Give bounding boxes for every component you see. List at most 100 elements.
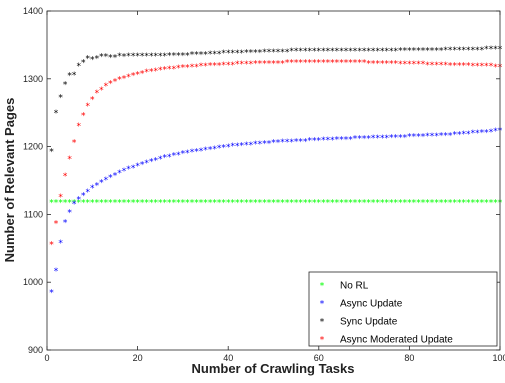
data-point: * [149,52,154,62]
data-point: * [466,61,471,71]
data-point: * [108,198,113,208]
data-point: * [339,59,344,69]
data-point: * [280,138,285,148]
data-point: * [185,149,190,159]
data-point: * [67,155,72,165]
data-point: * [326,198,331,208]
data-point: * [208,50,213,60]
x-tick-label: 20 [133,353,143,363]
data-point: * [167,153,172,163]
data-point: * [253,49,258,59]
data-point: * [49,289,54,299]
data-point: * [163,52,168,62]
data-point: * [181,63,186,73]
data-point: * [208,146,213,156]
data-point: * [240,60,245,70]
data-point: * [443,131,448,141]
legend-label: Async Moderated Update [340,335,453,346]
data-point: * [249,60,254,70]
legend-label: Sync Update [340,317,398,328]
data-point: * [330,47,335,57]
data-point: * [303,198,308,208]
data-point: * [267,59,272,69]
data-point: * [63,198,68,208]
data-point: * [443,46,448,56]
data-point: * [117,52,122,62]
x-axis: 0 20 40 60 80 100 [44,11,505,363]
data-point: * [362,198,367,208]
data-point: * [99,179,104,189]
data-point: * [217,198,222,208]
data-point: * [430,61,435,71]
data-point: * [371,198,376,208]
data-point: * [484,129,489,139]
data-point: * [317,47,322,57]
data-point: * [122,53,127,63]
data-point: * [140,70,145,80]
data-point: * [67,209,72,219]
data-point: * [489,45,494,55]
data-point: * [81,192,86,202]
data-point: * [81,198,86,208]
data-point: * [471,46,476,56]
y-axis-title: Number of Relevant Pages [2,98,17,263]
data-point: * [407,198,412,208]
data-point: * [466,198,471,208]
data-point: * [226,61,231,71]
data-point: * [113,171,118,181]
data-point: * [326,136,331,146]
data-point: * [412,198,417,208]
data-point: * [95,55,100,65]
data-point: * [412,47,417,57]
data-point: * [176,151,181,161]
data-point: * [262,139,267,149]
data-point: * [199,198,204,208]
data-point: * [72,200,77,210]
data-point: * [135,162,140,172]
data-point: * [480,62,485,72]
data-point: * [385,134,390,144]
data-point: * [117,169,122,179]
x-axis-title: Number of Crawling Tasks [191,361,354,376]
data-point: * [344,59,349,69]
data-point: * [249,198,254,208]
data-point: * [208,198,213,208]
data-point: * [312,59,317,69]
data-point: * [262,198,267,208]
data-point: * [298,137,303,147]
data-point: * [276,139,281,149]
data-point: * [76,198,81,208]
data-point: * [366,198,371,208]
data-point: * [226,198,231,208]
data-point: * [366,59,371,69]
data-point: * [462,46,467,56]
data-point: * [294,47,299,57]
data-point: * [303,137,308,147]
data-point: * [326,47,331,57]
y-tick-label: 1400 [23,6,43,16]
data-point: * [385,59,390,69]
data-point: * [285,138,290,148]
legend-label: Async Update [340,299,403,310]
data-point: * [271,48,276,58]
data-point: * [153,198,158,208]
data-point: * [362,47,367,57]
data-point: * [425,132,430,142]
data-point: * [389,198,394,208]
data-point: * [203,51,208,61]
data-point: * [439,131,444,141]
data-point: * [353,198,358,208]
data-point: * [407,47,412,57]
data-point: * [90,198,95,208]
data-point: * [371,47,376,57]
data-point: * [493,45,498,55]
legend-marker: * [320,282,325,292]
data-point: * [317,59,322,69]
data-point: * [86,102,91,112]
data-point: * [176,51,181,61]
data-point: * [95,198,100,208]
data-point: * [480,129,485,139]
data-point: * [416,133,421,143]
data-point: * [217,144,222,154]
data-point: * [67,72,72,82]
